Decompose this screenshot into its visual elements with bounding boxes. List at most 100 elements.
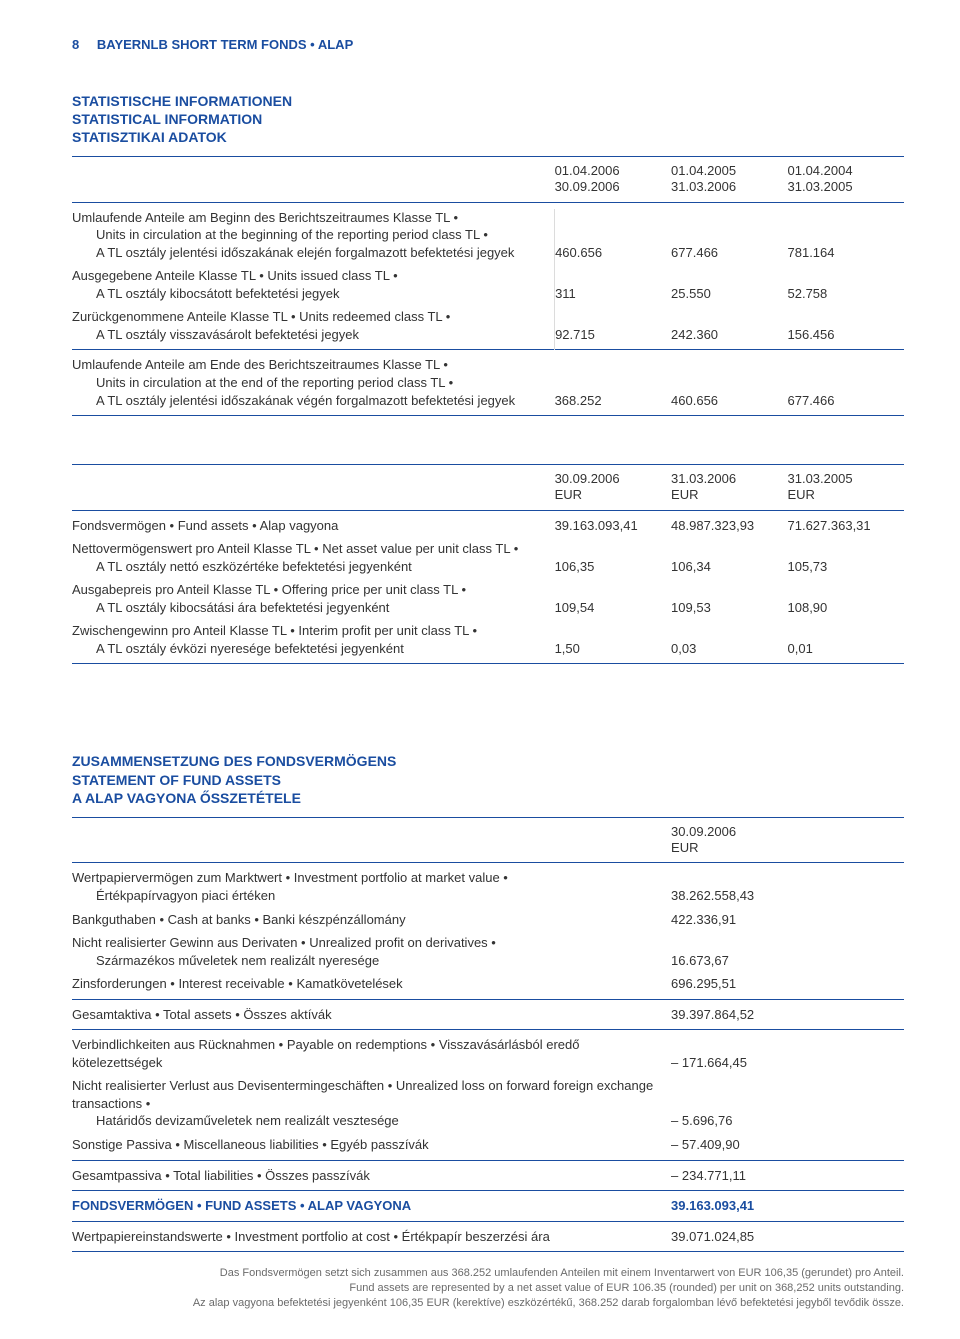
s2-row: Ausgabepreis pro Anteil Klasse TL • Offe… [72, 581, 904, 616]
table-composition: 30.09.2006EUR Wertpapiervermögen zum Mar… [72, 817, 904, 1252]
s3-l0-l1: Verbindlichkeiten aus Rücknahmen • Payab… [72, 1037, 580, 1070]
s1-r0-l2: Units in circulation at the beginning of… [72, 226, 554, 244]
s3-row: Nicht realisierter Gewinn aus Derivaten … [72, 934, 904, 969]
s2-row: Zwischengewinn pro Anteil Klasse TL • In… [72, 622, 904, 657]
s1-r2-v0: 92.715 [555, 308, 671, 343]
s1-r0-v2: 781.164 [788, 209, 905, 262]
s3-l2-l1: Sonstige Passiva • Miscellaneous liabili… [72, 1137, 429, 1152]
s3-l2-v: 57.409,90 [671, 1137, 740, 1152]
sec1-title-hu: STATISZTIKAI ADATOK [72, 128, 904, 146]
s1-row: Ausgegebene Anteile Klasse TL • Units is… [72, 267, 904, 302]
total-liab-label: Gesamtpassiva • Total liabilities • Össz… [72, 1168, 370, 1183]
s2-r3-l3: A TL osztály évközi nyeresége befektetés… [72, 640, 555, 658]
s1-r0-v0: 460.656 [555, 209, 671, 262]
s1-r2-v2: 156.456 [788, 308, 905, 343]
at-cost-value: 39.071.024,85 [671, 1228, 904, 1246]
s2-r1-l1: Nettovermögenswert pro Anteil Klasse TL … [72, 541, 518, 556]
s1-row: Umlaufende Anteile am Ende des Berichtsz… [72, 356, 904, 409]
s2-r2-v0: 109,54 [555, 581, 671, 616]
s1-r2-v1: 242.360 [671, 308, 787, 343]
s1-r3-v1: 460.656 [671, 356, 787, 409]
footnotes: Das Fondsvermögen setzt sich zusammen au… [72, 1266, 904, 1311]
s1-r1-l1: Ausgegebene Anteile Klasse TL • Units is… [72, 268, 398, 283]
s1-r0-l3: A TL osztály jelentési időszakának elejé… [72, 244, 554, 262]
sec1-title-de: STATISTISCHE INFORMATIONEN [72, 92, 904, 110]
s2-r3-v1: 0,03 [671, 622, 787, 657]
s1-r3-v2: 677.466 [788, 356, 905, 409]
s2-r0-v2: 71.627.363,31 [788, 517, 905, 535]
total-liab-value: 234.771,11 [671, 1168, 746, 1183]
page-number: 8 [72, 37, 79, 52]
s2-row: Nettovermögenswert pro Anteil Klasse TL … [72, 540, 904, 575]
total-assets-label: Gesamtaktiva • Total assets • Összes akt… [72, 1007, 332, 1022]
s3-r2-l1: Nicht realisierter Gewinn aus Derivaten … [72, 935, 496, 950]
s1-r0-v1: 677.466 [671, 209, 787, 262]
s2-r2-v1: 109,53 [671, 581, 787, 616]
s3-row: Wertpapiervermögen zum Marktwert • Inves… [72, 869, 904, 904]
table-statistical: 01.04.200630.09.2006 01.04.200531.03.200… [72, 156, 904, 416]
section3-title: ZUSAMMENSETZUNG DES FONDSVERMÖGENS STATE… [72, 752, 904, 807]
fund-assets-label: FONDSVERMÖGEN • FUND ASSETS • ALAP VAGYO… [72, 1198, 411, 1213]
s1-r2-l1: Zurückgenommene Anteile Klasse TL • Unit… [72, 309, 450, 324]
s2-r0-v0: 39.163.093,41 [555, 517, 671, 535]
page-header: 8 BAYERNLB SHORT TERM FONDS • ALAP [72, 36, 904, 54]
s3-row: Bankguthaben • Cash at banks • Banki kés… [72, 911, 904, 929]
s3-l0-v: 171.664,45 [671, 1055, 747, 1070]
s3-header: 30.09.2006EUR [671, 824, 904, 857]
s3-l1-l3: Határidős devizaműveletek nem realizált … [72, 1112, 671, 1130]
s2-h0: 30.09.2006EUR [555, 471, 671, 504]
footnote-en: Fund assets are represented by a net ass… [72, 1281, 904, 1296]
s2-r3-v2: 0,01 [788, 622, 905, 657]
s3-r0-l1: Wertpapiervermögen zum Marktwert • Inves… [72, 870, 508, 885]
s3-r3-l1: Zinsforderungen • Interest receivable • … [72, 976, 403, 991]
s3-l1-v: 5.696,76 [671, 1113, 732, 1128]
s1-period-2: 01.04.200431.03.2005 [788, 163, 905, 196]
s2-r0-l1: Fondsvermögen • Fund assets • Alap vagyo… [72, 518, 338, 533]
s3-row: Zinsforderungen • Interest receivable • … [72, 975, 904, 993]
s1-period-0: 01.04.200630.09.2006 [555, 163, 671, 196]
s3-r2-l3: Származékos műveletek nem realizált nyer… [72, 952, 671, 970]
s3-r0-v: 38.262.558,43 [671, 869, 904, 904]
footnote-hu: Az alap vagyona befektetési jegyenként 1… [72, 1296, 904, 1311]
s1-r1-v0: 311 [555, 267, 671, 302]
sec3-title-hu: A ALAP VAGYONA ŐSSZETÉTELE [72, 789, 904, 807]
sec1-title-en: STATISTICAL INFORMATION [72, 110, 904, 128]
section1-title: STATISTISCHE INFORMATIONEN STATISTICAL I… [72, 92, 904, 147]
fund-name: BAYERNLB SHORT TERM FONDS • ALAP [97, 37, 353, 52]
s1-r1-v1: 25.550 [671, 267, 787, 302]
s2-r2-l1: Ausgabepreis pro Anteil Klasse TL • Offe… [72, 582, 466, 597]
s1-r3-l3: A TL osztály jelentési időszakának végén… [72, 392, 555, 410]
fund-assets-row: FONDSVERMÖGEN • FUND ASSETS • ALAP VAGYO… [72, 1197, 904, 1215]
s2-r2-l3: A TL osztály kibocsátási ára befektetési… [72, 599, 555, 617]
sec3-title-en: STATEMENT OF FUND ASSETS [72, 771, 904, 789]
footnote-de: Das Fondsvermögen setzt sich zusammen au… [72, 1266, 904, 1281]
s1-r3-v0: 368.252 [555, 356, 671, 409]
s1-r3-l1: Umlaufende Anteile am Ende des Berichtsz… [72, 357, 448, 372]
s2-r2-v2: 108,90 [788, 581, 905, 616]
s3-liab-row: Nicht realisierter Verlust aus Devisente… [72, 1077, 904, 1130]
s3-r0-l3: Értékpapírvagyon piaci értéken [72, 887, 671, 905]
s2-r1-l3: A TL osztály nettó eszközértéke befektet… [72, 558, 555, 576]
s2-r1-v1: 106,34 [671, 540, 787, 575]
s2-row: Fondsvermögen • Fund assets • Alap vagyo… [72, 517, 904, 535]
s1-r1-l3: A TL osztály kibocsátott befektetési jeg… [72, 285, 554, 303]
s3-r3-v: 696.295,51 [671, 975, 904, 993]
s3-r1-l1: Bankguthaben • Cash at banks • Banki kés… [72, 912, 406, 927]
s2-r1-v0: 106,35 [555, 540, 671, 575]
s2-r3-l1: Zwischengewinn pro Anteil Klasse TL • In… [72, 623, 477, 638]
table-kpis: 30.09.2006EUR 31.03.2006EUR 31.03.2005EU… [72, 464, 904, 664]
sec3-title-de: ZUSAMMENSETZUNG DES FONDSVERMÖGENS [72, 752, 904, 770]
s1-row: Zurückgenommene Anteile Klasse TL • Unit… [72, 308, 904, 343]
s1-r1-v2: 52.758 [788, 267, 905, 302]
total-assets-value: 39.397.864,52 [671, 1006, 904, 1024]
at-cost-row: Wertpapiereinstandswerte • Investment po… [72, 1228, 904, 1246]
s1-r3-l2: Units in circulation at the end of the r… [72, 374, 555, 392]
s2-r3-v0: 1,50 [555, 622, 671, 657]
s2-r0-v1: 48.987.323,93 [671, 517, 787, 535]
s3-liab-row: Verbindlichkeiten aus Rücknahmen • Payab… [72, 1036, 904, 1071]
s3-r2-v: 16.673,67 [671, 934, 904, 969]
s2-h2: 31.03.2005EUR [788, 471, 905, 504]
s3-r1-v: 422.336,91 [671, 911, 904, 929]
fund-assets-value: 39.163.093,41 [671, 1197, 904, 1215]
s3-liab-row: Sonstige Passiva • Miscellaneous liabili… [72, 1136, 904, 1154]
